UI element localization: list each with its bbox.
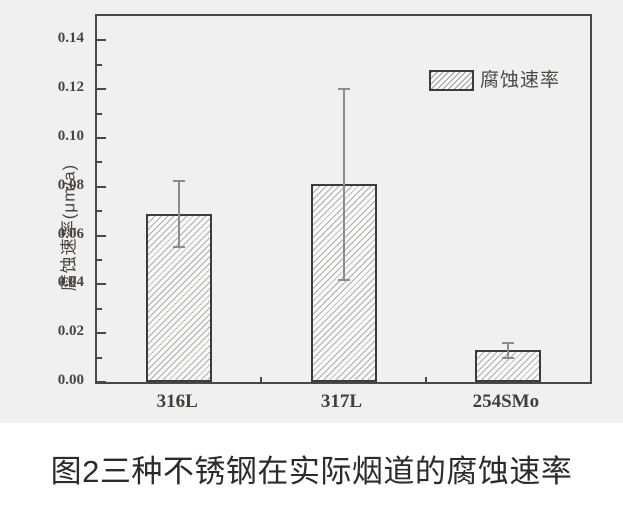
error-bar-cap-top [501, 341, 514, 344]
y-minor-tick [97, 210, 102, 213]
x-axis-tick-labels: 316L 317L 254SMo [95, 391, 592, 417]
y-minor-tick [97, 356, 102, 359]
y-major-tick [97, 283, 106, 286]
y-minor-tick [97, 161, 102, 164]
legend-label: 腐蚀速率 [480, 70, 561, 91]
error-bar-cap-top [337, 88, 350, 91]
x-minor-tick [260, 377, 263, 382]
y-tick-label: 0.10 [57, 128, 84, 144]
error-bar-cap-top [173, 179, 186, 182]
y-tick-label: 0.02 [57, 323, 84, 340]
y-minor-tick [97, 63, 102, 66]
y-tick-label: 0.08 [57, 176, 84, 193]
figure-caption: 图2三种不锈钢在实际烟道的腐蚀速率 [50, 454, 573, 489]
y-major-tick [97, 185, 106, 188]
legend-hatch-swatch [429, 70, 474, 91]
x-tick-label-317L: 317L [320, 391, 363, 412]
plot-inner [97, 16, 590, 383]
error-bar-line [506, 342, 509, 358]
error-bar-line [178, 180, 181, 247]
bar-254SMo [474, 350, 541, 382]
error-bar-cap-bottom [173, 245, 186, 248]
y-major-tick [97, 332, 106, 335]
y-tick-label: 0.06 [57, 225, 84, 242]
error-bar-cap-bottom [501, 356, 514, 359]
y-tick-label: 0.04 [57, 274, 84, 291]
x-minor-tick [424, 377, 427, 382]
figure-panel: 腐蚀速率(μm/a) 0.00 0.02 0.04 0.06 0.08 0.10 0.12 0… [0, 0, 623, 423]
plot-area: 腐蚀速率 [95, 14, 592, 384]
y-major-tick [97, 39, 106, 42]
y-major-tick [97, 137, 106, 139]
x-tick-label-316L: 316L [156, 391, 198, 412]
y-minor-tick [97, 307, 102, 310]
error-bar-line [342, 89, 345, 280]
x-tick-label-254SMo: 254SMo [472, 391, 540, 412]
y-minor-tick [97, 112, 102, 115]
error-bar-cap-bottom [337, 278, 350, 281]
y-major-tick [97, 234, 106, 237]
y-minor-tick [97, 259, 102, 261]
y-tick-label: 0.14 [57, 30, 84, 47]
caption-area: 图2三种不锈钢在实际烟道的腐蚀速率 [0, 423, 623, 505]
y-tick-label: 0.00 [57, 372, 84, 388]
legend: 腐蚀速率 [429, 70, 560, 91]
y-major-tick [97, 88, 106, 91]
y-tick-label: 0.12 [57, 79, 84, 96]
y-major-tick [97, 381, 106, 383]
